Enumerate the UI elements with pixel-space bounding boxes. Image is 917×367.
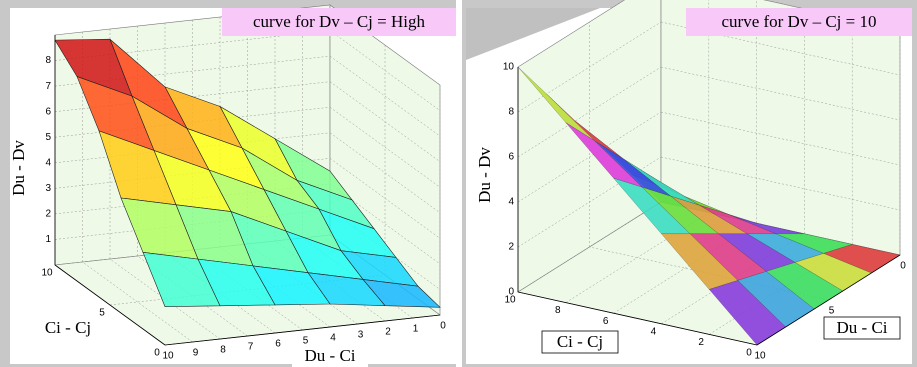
x-axis-label: Du - Ci <box>305 346 356 365</box>
x-tick-label: 4 <box>330 333 336 344</box>
grid-line <box>517 201 662 293</box>
grid-line <box>329 107 441 188</box>
x-axis-label: Du - Ci <box>837 318 888 337</box>
y-tick-label: 8 <box>555 305 561 316</box>
title-box <box>222 8 456 36</box>
x-tick-label: 5 <box>303 336 309 347</box>
x-tick-label: 9 <box>193 348 199 359</box>
y-tick-label: 10 <box>504 295 516 306</box>
x-tick-label: 0 <box>440 321 446 332</box>
z-tick-label: 4 <box>45 157 51 168</box>
x-tick-label: 5 <box>829 306 835 317</box>
grid-line <box>82 261 193 343</box>
x-tick-label: 0 <box>900 261 906 272</box>
y-tick-label: 10 <box>41 268 53 279</box>
y-tick-label: 0 <box>746 348 752 359</box>
z-axis-label: Du - Dv <box>9 140 28 196</box>
x-tick-label: 7 <box>248 342 254 353</box>
grid-line <box>329 132 441 213</box>
y-tick-label: 0 <box>154 348 160 359</box>
z-tick-label: 2 <box>508 242 514 253</box>
label-box <box>823 316 901 340</box>
surface-patch <box>142 251 221 307</box>
z-tick-label: 5 <box>45 132 51 143</box>
z-axis-label: Du - Dv <box>475 147 494 203</box>
x-tick-label: 8 <box>220 345 226 356</box>
axis-line <box>517 291 758 346</box>
z-tick-label: 3 <box>45 183 51 194</box>
y-tick-label: 5 <box>99 308 105 319</box>
y-axis-label: Ci - Cj <box>45 318 91 337</box>
z-tick-label: 6 <box>508 152 514 163</box>
axis-line <box>756 254 901 346</box>
y-tick-label: 6 <box>603 316 609 327</box>
z-tick-label: 2 <box>45 209 51 220</box>
x-tick-label: 2 <box>385 327 391 338</box>
z-tick-label: 10 <box>503 62 515 73</box>
label-box <box>30 317 106 339</box>
y-tick-label: 4 <box>651 326 657 337</box>
panel-corner <box>466 8 600 60</box>
x-tick-label: 3 <box>358 330 364 341</box>
axis-line <box>164 314 441 346</box>
grid-line <box>329 183 441 265</box>
chart-title: curve for Dv – Cj = High <box>253 12 426 31</box>
grid-line <box>329 55 441 137</box>
title-box <box>686 8 912 36</box>
x-tick-label: 10 <box>162 351 174 362</box>
grid-line <box>660 156 901 211</box>
z-tick-label: 4 <box>508 197 514 208</box>
label-box <box>292 345 368 367</box>
z-tick-label: 6 <box>45 106 51 117</box>
x-tick-label: 6 <box>275 339 281 350</box>
grid-line <box>660 66 901 121</box>
x-tick-label: 1 <box>413 324 419 335</box>
z-tick-label: 7 <box>45 81 51 92</box>
axis-line <box>54 264 166 346</box>
x-tick-label: 10 <box>754 351 766 362</box>
y-axis-label: Ci - Cj <box>557 332 603 351</box>
z-tick-label: 8 <box>508 107 514 118</box>
grid-line <box>517 66 662 158</box>
z-tick-label: 8 <box>45 55 51 66</box>
z-tick-label: 0 <box>508 287 514 298</box>
label-box <box>541 330 619 354</box>
grid-line <box>660 111 901 166</box>
y-tick-label: 2 <box>698 337 704 348</box>
chart-title: curve for Dv – Cj = 10 <box>721 12 876 31</box>
z-tick-label: 1 <box>45 234 51 245</box>
